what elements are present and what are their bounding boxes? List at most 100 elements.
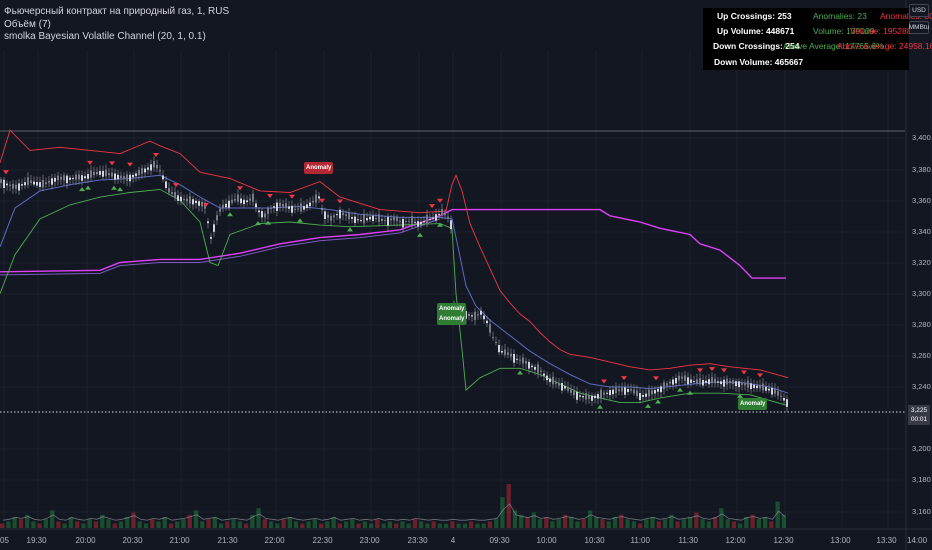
x-tick-label: 12:30 bbox=[773, 536, 794, 545]
candle-body-654 bbox=[654, 390, 656, 394]
candle-body-102 bbox=[102, 170, 104, 177]
candle-body-18 bbox=[18, 183, 20, 191]
candle-body-759 bbox=[759, 384, 761, 389]
volume-bar-47 bbox=[293, 521, 299, 528]
anomaly-label-0[interactable]: Anomaly bbox=[304, 161, 334, 174]
anomaly-label-1[interactable]: Anomaly bbox=[437, 303, 467, 316]
volume-bar-30 bbox=[187, 514, 192, 528]
volume-bar-101 bbox=[631, 521, 636, 528]
candle-body-72 bbox=[72, 178, 74, 179]
candle-body-183 bbox=[183, 199, 185, 201]
candle-body-555 bbox=[555, 382, 557, 384]
candle-body-504 bbox=[504, 349, 506, 355]
candle-body-414 bbox=[414, 221, 416, 223]
candle-body-642 bbox=[642, 395, 644, 397]
candle-body-240 bbox=[240, 198, 242, 204]
candle-body-216 bbox=[216, 215, 218, 221]
candle-body-261 bbox=[261, 211, 263, 218]
candle-body-180 bbox=[180, 196, 182, 202]
candle-body-81 bbox=[81, 175, 83, 181]
candle-body-774 bbox=[774, 388, 776, 394]
candle-body-51 bbox=[51, 178, 53, 185]
marker-up-13 bbox=[597, 404, 603, 409]
candle-body-54 bbox=[54, 177, 56, 182]
y-tick-label: 3,360 bbox=[912, 196, 931, 205]
candle-body-90 bbox=[90, 170, 92, 178]
candle-body-510 bbox=[510, 353, 512, 357]
candle-body-300 bbox=[300, 203, 302, 212]
candle-body-315 bbox=[315, 194, 317, 203]
candle-body-525 bbox=[525, 361, 527, 364]
candle-body-546 bbox=[546, 375, 548, 381]
candle-body-777 bbox=[777, 391, 779, 396]
down-volume: Down Volume: 465667 bbox=[714, 57, 804, 67]
volume-bar-74 bbox=[462, 523, 468, 528]
candle-body-669 bbox=[669, 381, 671, 384]
candle-body-438 bbox=[438, 214, 440, 216]
candle-body-48 bbox=[48, 180, 50, 183]
volume-bar-21 bbox=[131, 512, 136, 528]
candle-body-297 bbox=[297, 208, 299, 210]
candle-body-750 bbox=[750, 383, 752, 389]
volume-bar-124 bbox=[775, 501, 780, 528]
marker-down-17 bbox=[697, 368, 703, 373]
volume-bar-80 bbox=[500, 497, 505, 528]
candle-body-312 bbox=[312, 200, 314, 203]
volume-red: Volume: 195288 bbox=[850, 26, 912, 36]
candle-body-42 bbox=[42, 179, 44, 188]
volume-indicator-label[interactable]: Объём (7) bbox=[4, 19, 51, 30]
currency-button[interactable]: USD bbox=[909, 4, 929, 17]
candle-body-729 bbox=[729, 380, 731, 384]
candle-body-492 bbox=[492, 337, 494, 338]
candle-body-738 bbox=[738, 381, 740, 388]
candle-body-585 bbox=[585, 393, 587, 400]
x-tick-label: 05 bbox=[0, 536, 9, 545]
candle-body-717 bbox=[717, 381, 719, 383]
candle-body-207 bbox=[207, 221, 209, 224]
above-average-green: Above Average: 17765.6% bbox=[783, 41, 884, 51]
candle-body-345 bbox=[345, 214, 347, 216]
marker-down-6 bbox=[203, 202, 209, 207]
anomaly-label-2[interactable]: Anomaly bbox=[437, 312, 467, 325]
candle-body-309 bbox=[309, 202, 311, 207]
volume-bar-107 bbox=[669, 514, 674, 528]
x-tick-label: 21:30 bbox=[217, 536, 238, 545]
candle-body-528 bbox=[528, 361, 530, 369]
marker-up-4 bbox=[227, 212, 233, 217]
candle-body-222 bbox=[222, 204, 224, 208]
volume-bar-39 bbox=[243, 523, 249, 528]
marker-up-18 bbox=[737, 393, 743, 398]
x-tick-label: 22:00 bbox=[264, 536, 285, 545]
symbol-title[interactable]: Фьючерсный контракт на природный газ, 1,… bbox=[4, 6, 230, 17]
up-volume: Up Volume: 448671 bbox=[717, 26, 795, 36]
candle-body-450 bbox=[450, 220, 452, 230]
candle-body-705 bbox=[705, 380, 707, 383]
volume-bar-100 bbox=[625, 519, 630, 528]
candle-body-696 bbox=[696, 379, 698, 384]
y-tick-label: 3,320 bbox=[912, 258, 931, 267]
volume-bar-115 bbox=[719, 508, 724, 528]
volume-bar-104 bbox=[650, 517, 655, 528]
candle-body-522 bbox=[522, 357, 524, 364]
volume-bar-3 bbox=[18, 519, 24, 528]
candle-body-333 bbox=[333, 215, 335, 218]
candle-body-138 bbox=[138, 170, 140, 175]
candle-body-561 bbox=[561, 383, 563, 391]
unit-button[interactable]: MMBtu bbox=[909, 21, 929, 34]
candle-body-600 bbox=[600, 389, 602, 398]
candle-body-141 bbox=[141, 168, 143, 174]
candle-body-276 bbox=[276, 202, 278, 211]
candle-body-84 bbox=[84, 176, 86, 179]
channel-indicator-label[interactable]: smolka Bayesian Volatile Channel (20, 1,… bbox=[4, 31, 206, 42]
candle-body-126 bbox=[126, 174, 128, 181]
volume-bar-33 bbox=[206, 519, 211, 528]
volume-bar-25 bbox=[156, 521, 161, 528]
up-crossings: Up Crossings: 253 bbox=[717, 11, 792, 21]
anomaly-label-3[interactable]: Anomaly bbox=[738, 398, 768, 411]
candle-body-384 bbox=[384, 220, 386, 221]
anomalies-red: Anomalies: 30 bbox=[880, 11, 932, 21]
volume-bar-56 bbox=[350, 519, 355, 528]
candle-body-195 bbox=[195, 200, 197, 204]
candle-body-582 bbox=[582, 396, 584, 398]
